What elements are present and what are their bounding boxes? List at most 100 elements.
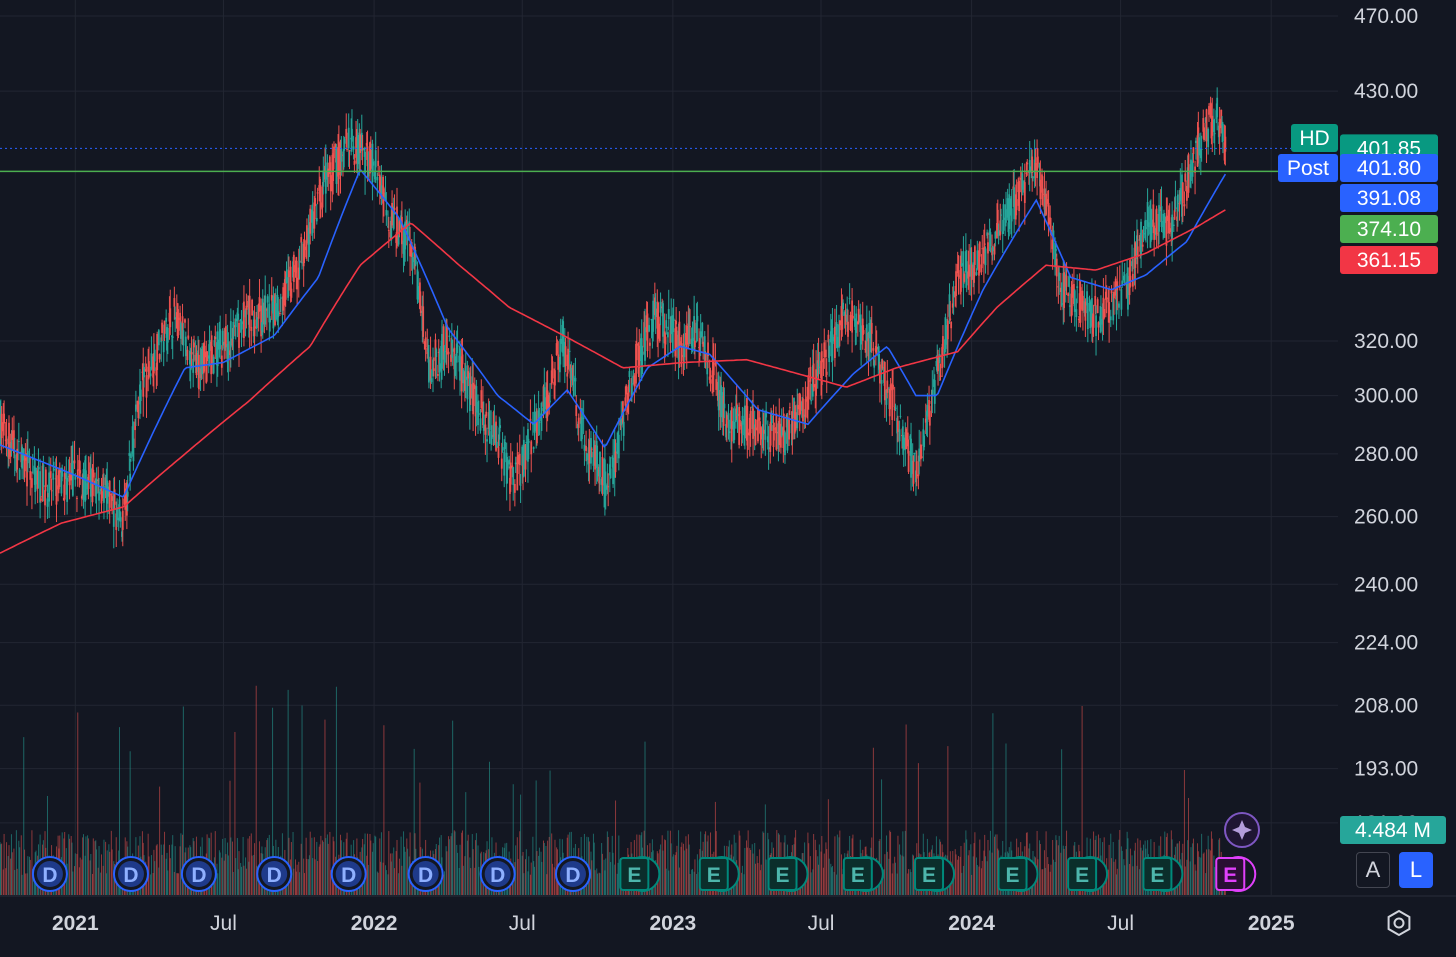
candle-body xyxy=(628,371,631,378)
candle-body xyxy=(572,365,574,386)
earnings-marker[interactable]: E xyxy=(1067,856,1109,892)
earnings-badge xyxy=(997,857,1028,891)
candle-body xyxy=(880,379,883,384)
earnings-marker[interactable]: E xyxy=(619,856,661,892)
candle-body xyxy=(121,531,123,537)
candle-body xyxy=(437,374,439,376)
candle-body xyxy=(877,346,880,357)
earnings-marker[interactable]: E xyxy=(914,856,956,892)
dividend-marker[interactable]: D xyxy=(330,856,367,892)
candle-body xyxy=(268,303,271,323)
dividend-marker[interactable]: D xyxy=(554,856,591,892)
candle-body xyxy=(1158,205,1160,232)
dividend-marker[interactable]: D xyxy=(256,856,293,892)
candle-body xyxy=(1000,214,1002,216)
candle-body xyxy=(377,160,380,166)
candle-body xyxy=(98,491,100,501)
candle-body xyxy=(1100,307,1102,332)
post-tag-text: Post xyxy=(1287,157,1329,180)
candle-body xyxy=(76,497,78,499)
candle-body xyxy=(741,415,744,425)
candle-body xyxy=(943,348,946,356)
candle-body xyxy=(937,356,939,372)
dividend-letter: D xyxy=(418,864,433,887)
earnings-marker[interactable]: E xyxy=(1215,856,1257,892)
candle-body xyxy=(100,491,103,504)
candle-body xyxy=(512,467,515,485)
post-price-tag-text: 401.80 xyxy=(1357,157,1421,180)
dividend-marker[interactable]: D xyxy=(180,856,217,892)
candle-body xyxy=(650,318,653,321)
settings-button[interactable] xyxy=(1379,905,1419,941)
candle-body xyxy=(282,287,285,311)
candle-body xyxy=(497,446,500,458)
candle-body xyxy=(156,333,159,371)
candle-body xyxy=(251,299,254,316)
candle-body xyxy=(963,273,966,282)
candle-body xyxy=(857,308,860,323)
dividend-marker[interactable]: D xyxy=(479,856,516,892)
candle-body xyxy=(477,413,480,415)
candle-body xyxy=(35,468,37,485)
candle-body xyxy=(1104,291,1107,300)
candle-body xyxy=(691,337,694,351)
earnings-marker[interactable]: E xyxy=(698,856,740,892)
candle-body xyxy=(928,400,930,420)
auto-scale-button[interactable]: A xyxy=(1356,852,1390,888)
candle-body xyxy=(40,498,42,501)
earnings-marker[interactable]: E xyxy=(767,856,809,892)
dividend-letter: D xyxy=(267,864,282,887)
dividend-marker[interactable]: D xyxy=(407,856,444,892)
price-axis[interactable]: 470.00 430.00 320.00 300.00 280.00 260.00 240.… xyxy=(1354,5,1418,835)
candle-body xyxy=(1049,217,1052,224)
ai-insight-marker[interactable] xyxy=(1224,812,1260,848)
post-tag-bg xyxy=(1278,154,1338,182)
log-scale-button[interactable]: L xyxy=(1399,852,1433,888)
candle-body xyxy=(607,486,610,488)
candle-body xyxy=(657,302,660,339)
earnings-marker[interactable]: E xyxy=(1142,856,1184,892)
candle-body xyxy=(1096,299,1099,314)
earnings-letter: E xyxy=(851,864,865,887)
candle-body xyxy=(220,355,223,368)
candle-body xyxy=(328,156,331,174)
price-tick-label: 208.00 xyxy=(1354,694,1418,717)
candle-body xyxy=(1046,199,1049,204)
candle-body xyxy=(649,342,651,346)
candle-body xyxy=(60,467,63,494)
candle-body xyxy=(95,478,98,495)
candle-body xyxy=(757,407,759,442)
earnings-marker[interactable]: E xyxy=(842,856,884,892)
candle-body xyxy=(461,354,464,365)
candle-body xyxy=(604,485,607,496)
candle-body xyxy=(28,456,31,464)
candle-body xyxy=(997,230,1000,237)
dividend-letter: D xyxy=(123,864,138,887)
candle-body xyxy=(111,496,114,501)
candle-body xyxy=(277,311,280,318)
earnings-marker[interactable]: E xyxy=(997,856,1039,892)
dividend-marker[interactable]: D xyxy=(31,856,68,892)
candle-body xyxy=(148,361,150,378)
candle-body xyxy=(948,294,951,317)
candle-body xyxy=(257,303,260,319)
candle-body xyxy=(1165,217,1168,246)
candle-body xyxy=(707,342,709,357)
earnings-letter: E xyxy=(1150,864,1164,887)
candle-body xyxy=(80,496,83,499)
candle-body xyxy=(342,149,345,168)
candle-body xyxy=(1091,298,1093,327)
candle-body xyxy=(17,440,20,442)
dividend-marker[interactable]: D xyxy=(112,856,149,892)
candle-body xyxy=(442,326,445,360)
candle-body xyxy=(564,346,567,367)
time-axis[interactable]: 2021 Jul 2022 Jul 2023 Jul 2024 Jul 2025 xyxy=(52,912,1295,935)
candle-body xyxy=(125,482,128,516)
candle-body xyxy=(1192,147,1195,155)
candle-body xyxy=(289,266,292,297)
candle-body xyxy=(870,322,873,334)
candle-body xyxy=(926,405,929,417)
